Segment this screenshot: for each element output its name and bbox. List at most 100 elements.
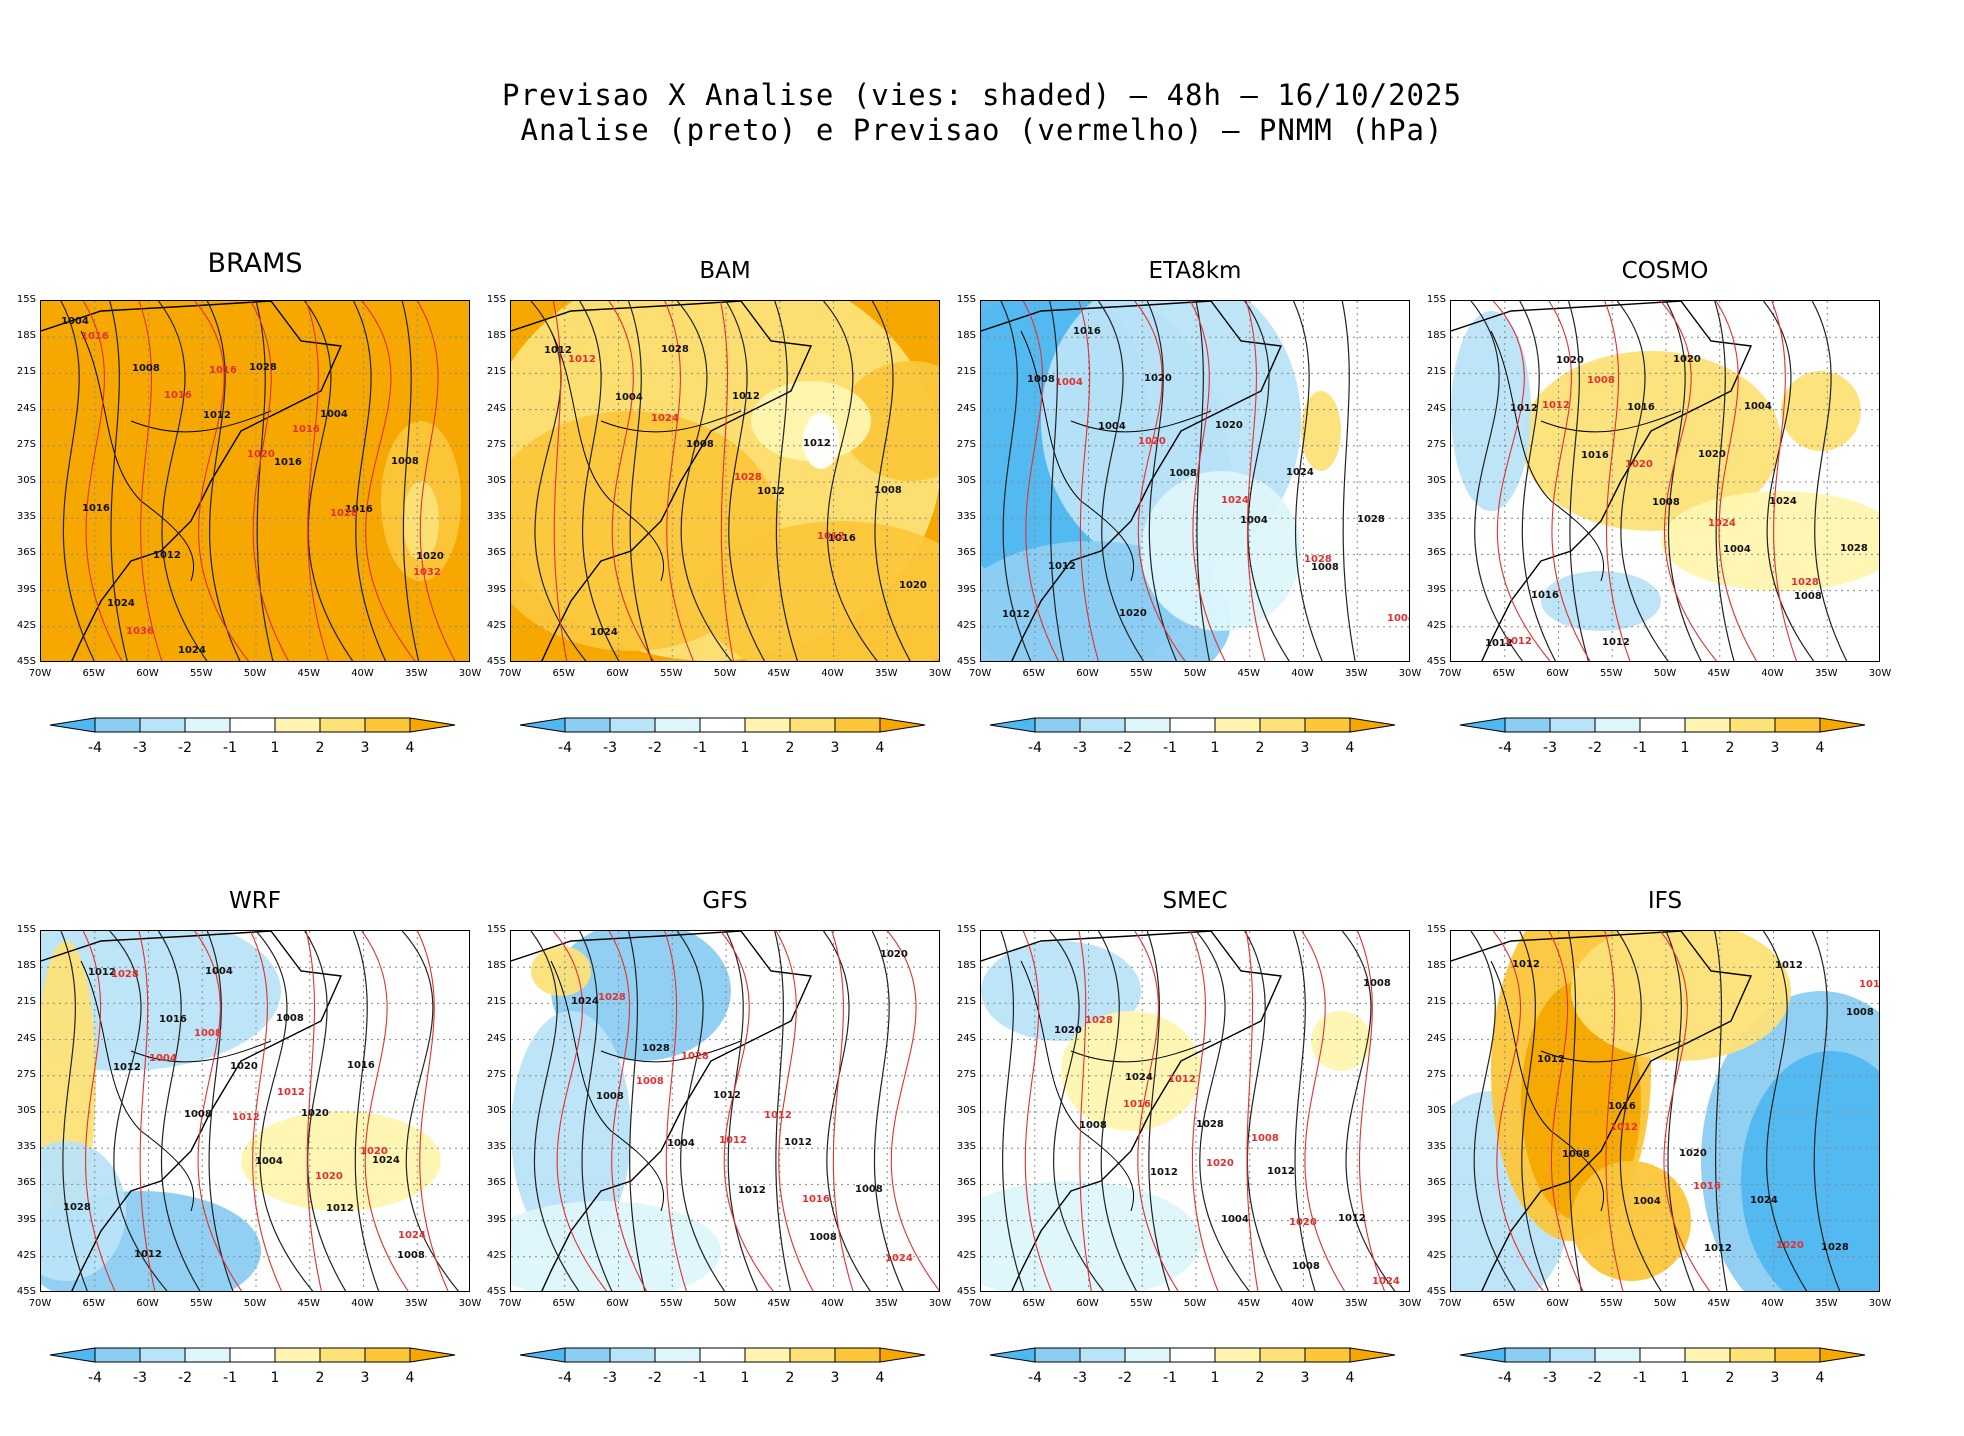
latitude-tick-label: 33S bbox=[486, 1141, 506, 1153]
colorbar-label: 3 bbox=[1770, 1370, 1780, 1386]
longitude-tick-label: 35W bbox=[1344, 668, 1368, 679]
longitude-tick-label: 55W bbox=[1599, 668, 1623, 679]
map-plot: 1008 1004 1012 1008 1020 1024 1028 1012 1012 1008… bbox=[510, 930, 940, 1292]
analysis-isobar bbox=[676, 301, 733, 661]
analysis-isobar-label: 1028 bbox=[1357, 514, 1385, 525]
analysis-isobar-label: 1008 bbox=[1794, 591, 1822, 602]
forecast-isobar bbox=[1134, 301, 1186, 661]
colorbar-label: -1 bbox=[1633, 740, 1647, 756]
forecast-isobar bbox=[1189, 931, 1219, 1291]
colorbar-label: 3 bbox=[1300, 740, 1310, 756]
analysis-isobar bbox=[352, 931, 380, 1291]
bias-field bbox=[41, 931, 469, 1291]
analysis-isobar-label: 1012 bbox=[1150, 1167, 1178, 1178]
analysis-isobar-label: 1004 bbox=[255, 1156, 283, 1167]
analysis-isobar-label: 1012 bbox=[757, 486, 785, 497]
forecast-isobar-label: 1028 bbox=[111, 969, 139, 980]
bias-shading-area bbox=[1781, 371, 1861, 451]
longitude-tick-label: 45W bbox=[1237, 668, 1261, 679]
latitude-tick-label: 21S bbox=[956, 366, 976, 378]
panel-title: BAM bbox=[699, 258, 751, 284]
analysis-isobar-label: 1008 bbox=[132, 363, 160, 374]
forecast-isobar bbox=[1604, 931, 1624, 1291]
analysis-isobar bbox=[304, 301, 354, 661]
latitude-tick-label: 45S bbox=[956, 1286, 976, 1297]
longitude-tick-label: 30W bbox=[928, 1298, 952, 1309]
analysis-isobar-label: 1024 bbox=[1125, 1072, 1153, 1083]
map-plot: 1008 1004 1008 1004 1008 1012 1016 1020 1020 1024… bbox=[980, 300, 1410, 662]
colorbar-segment bbox=[319, 717, 366, 733]
colorbar-label: -2 bbox=[178, 740, 192, 756]
latitude-tick-label: 39S bbox=[956, 583, 976, 595]
colorbar-label: 4 bbox=[875, 1370, 885, 1386]
colorbar-label: -3 bbox=[603, 1370, 617, 1386]
bias-field bbox=[41, 301, 469, 661]
latitude-tick-label: 42S bbox=[16, 619, 36, 631]
analysis-isobar-label: 1020 bbox=[1698, 449, 1726, 460]
analysis-isobar-label: 1008 bbox=[686, 439, 714, 450]
colorbar-label: 1 bbox=[1680, 740, 1690, 756]
colorbar-label: -1 bbox=[223, 740, 237, 756]
analysis-isobar-label: 1016 bbox=[274, 457, 302, 468]
forecast-isobar-label: 1020 bbox=[1289, 1217, 1317, 1228]
analysis-isobar-label: 1028 bbox=[1821, 1242, 1849, 1253]
forecast-isobar-label: 1020 bbox=[315, 1171, 343, 1182]
forecast-isobar-label: 1012 bbox=[1168, 1074, 1196, 1085]
latitude-tick-label: 18S bbox=[16, 330, 36, 342]
colorbar-segment bbox=[519, 717, 566, 733]
forecast-isobar-label: 1024 bbox=[1221, 495, 1249, 506]
colorbar-segment bbox=[139, 717, 186, 733]
latitude-tick-label: 30S bbox=[486, 475, 506, 486]
longitude-tick-label: 55W bbox=[659, 1298, 683, 1309]
colorbar-label: -4 bbox=[88, 1370, 102, 1386]
colorbar-segment bbox=[1594, 717, 1641, 733]
analysis-isobar-label: 1012 bbox=[732, 391, 760, 402]
colorbar-segment bbox=[834, 717, 881, 733]
analysis-isobar bbox=[627, 301, 653, 661]
forecast-isobar-label: 1012 bbox=[1542, 400, 1570, 411]
colorbar-label: -3 bbox=[1543, 740, 1557, 756]
longitude-tick-label: 30W bbox=[1398, 1298, 1422, 1309]
longitude-tick-label: 45W bbox=[1707, 1298, 1731, 1309]
forecast-isobar-label: 1016 bbox=[209, 365, 237, 376]
forecast-isobar-label: 1020 bbox=[1776, 1240, 1804, 1251]
forecast-isobar-label: 1012 bbox=[1504, 636, 1532, 647]
colorbar-label: 3 bbox=[360, 1370, 370, 1386]
colorbar-label: 2 bbox=[1725, 740, 1735, 756]
latitude-tick-label: 39S bbox=[1426, 583, 1446, 595]
colorbar-segment bbox=[1504, 1347, 1551, 1363]
analysis-isobar-label: 1008 bbox=[809, 1232, 837, 1243]
colorbar-segment bbox=[564, 717, 611, 733]
analysis-isobar-label: 1028 bbox=[1196, 1119, 1224, 1130]
forecast-isobar bbox=[1660, 301, 1718, 661]
latitude-tick-label: 30S bbox=[956, 475, 976, 486]
coastline bbox=[41, 301, 343, 661]
analysis-isobar bbox=[774, 931, 792, 1291]
analysis-isobar bbox=[1341, 931, 1396, 1291]
analysis-isobar-label: 1020 bbox=[1144, 373, 1172, 384]
colorbar-label: -2 bbox=[1588, 1370, 1602, 1386]
latitude-tick-label: 15S bbox=[956, 294, 976, 305]
analysis-isobar-label: 1016 bbox=[1073, 326, 1101, 337]
latitude-tick-label: 30S bbox=[486, 1105, 506, 1116]
analysis-isobar-label: 1016 bbox=[345, 504, 373, 515]
analysis-isobar-label: 1028 bbox=[661, 344, 689, 355]
bias-shading-area bbox=[1301, 391, 1341, 471]
latitude-tick-label: 33S bbox=[16, 1141, 36, 1153]
colorbar-segment bbox=[564, 1347, 611, 1363]
latitude-tick-label: 21S bbox=[16, 996, 36, 1008]
forecast-isobar bbox=[1548, 301, 1591, 661]
longitude-tick-label: 35W bbox=[874, 668, 898, 679]
colorbar-segment bbox=[184, 717, 231, 733]
colorbar-segment bbox=[699, 1347, 746, 1363]
latitude-tick-label: 24S bbox=[1426, 1032, 1446, 1044]
forecast-isobar bbox=[361, 301, 416, 661]
colorbar-segment bbox=[49, 1347, 96, 1363]
forecast-isobar bbox=[1604, 301, 1631, 661]
longitude-tick-label: 65W bbox=[552, 668, 576, 679]
colorbar-segment bbox=[184, 1347, 231, 1363]
analysis-isobar bbox=[401, 301, 420, 661]
longitude-tick-label: 50W bbox=[1653, 668, 1677, 679]
analysis-isobar-label: 1012 bbox=[1510, 403, 1538, 414]
forecast-isobar-label: 1020 bbox=[1206, 1158, 1234, 1169]
